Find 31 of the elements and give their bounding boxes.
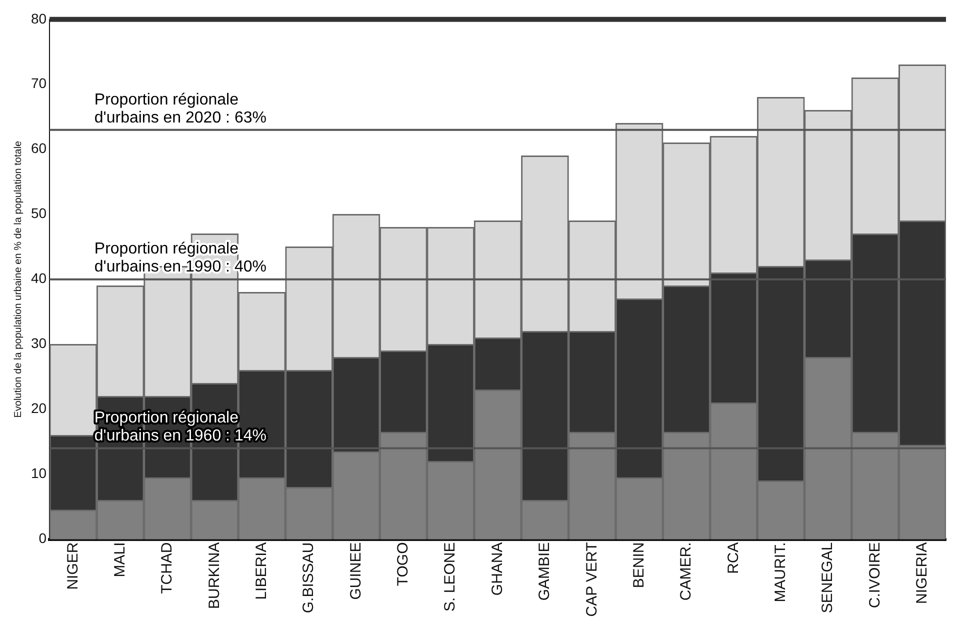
y-tick-label: 60 [30,140,47,156]
y-tick-label: 80 [30,10,47,26]
x-tick-label: TOGO [394,542,412,586]
x-tick-label: C.IVOIRE [866,542,884,608]
x-tick-label: NIGER [64,542,82,590]
x-tick-label: BURKINA [206,542,223,609]
x-tick-label: GHANA [488,542,506,596]
ref-line-label: Proportion régionale d'urbains en 1960 : 14% [94,410,266,445]
x-tick-label: LIBERIA [253,542,270,600]
x-tick-label: MAURIT. [772,542,790,602]
x-tick-label: CAMER. [678,542,695,601]
y-tick-label: 20 [30,400,47,416]
x-tick-label: G.BISSAU [300,542,318,614]
x-tick-label: GUINEE [347,542,364,600]
x-tick-label: TCHAD [158,542,176,594]
x-tick-label: SENEGAL [819,542,836,614]
y-tick-label: 70 [30,75,47,92]
y-tick-label: 10 [30,465,47,482]
ref-line-label: Proportion régionale d'urbains en 2020 : 63% [94,91,266,126]
y-axis-title: Evolution de la population urbaine en % de la population totale [12,140,24,418]
y-tick-label: 40 [30,270,47,286]
x-tick-label: S. LEONE [442,542,459,612]
x-tick-label: NIGERIA [914,542,931,604]
x-tick-label: BENIN [630,542,648,588]
x-tick-label: RCA [724,542,742,574]
y-tick-label: 30 [30,335,47,352]
x-tick-label: MALI [111,542,128,578]
x-tick-label: CAP VERT [583,542,600,617]
x-tick-label: GAMBIE [536,542,554,601]
y-tick-label: 50 [30,205,47,222]
y-tick-label: 0 [38,530,47,546]
